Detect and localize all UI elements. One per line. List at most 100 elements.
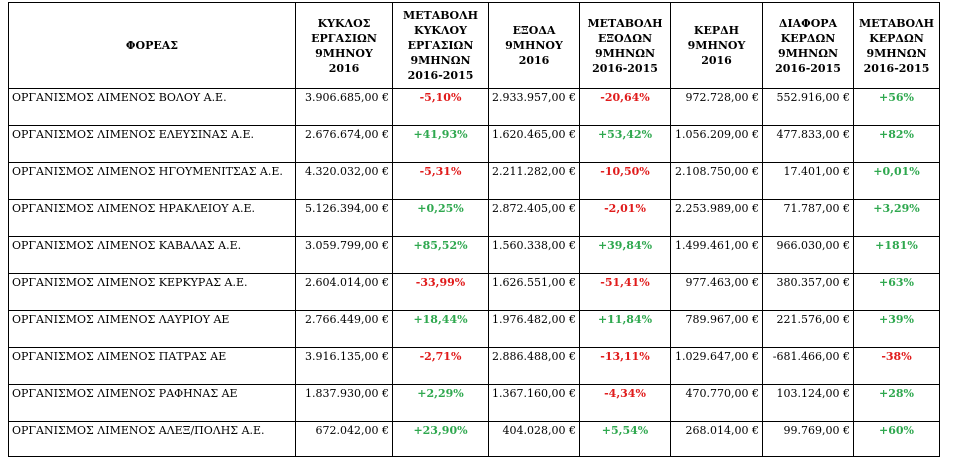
table-row: ΟΡΓΑΝΙΣΜΟΣ ΛΙΜΕΝΟΣ ΑΛΕΞ/ΠΟΛΗΣ Α.Ε. 672.04… (8, 421, 940, 457)
expenses-cell: 2.211.282,00 € (488, 162, 580, 200)
profit-cell: 268.014,00 € (670, 421, 763, 457)
profit-diff-cell: 99.769,00 € (762, 421, 854, 457)
profit-change-cell: +39% (853, 310, 940, 348)
turnover-change-cell: +23,90% (392, 421, 489, 457)
profit-cell: 789.967,00 € (670, 310, 763, 348)
profit-cell: 977.463,00 € (670, 273, 763, 311)
profit-diff-cell: 221.576,00 € (762, 310, 854, 348)
profit-change-cell: +181% (853, 236, 940, 274)
profit-diff-cell: 380.357,00 € (762, 273, 854, 311)
profit-cell: 2.253.989,00 € (670, 199, 763, 237)
profit-change-cell: +28% (853, 384, 940, 422)
table-container: ΦΟΡΕΑΣ ΚΥΚΛΟΣ ΕΡΓΑΣΙΩΝ 9ΜΗΝΟΥ 2016 ΜΕΤΑΒ… (8, 2, 940, 457)
profit-diff-cell: 71.787,00 € (762, 199, 854, 237)
entity-name-cell: ΟΡΓΑΝΙΣΜΟΣ ΛΙΜΕΝΟΣ ΠΑΤΡΑΣ ΑΕ (8, 347, 296, 385)
profit-cell: 1.499.461,00 € (670, 236, 763, 274)
expenses-cell: 1.367.160,00 € (488, 384, 580, 422)
profit-diff-cell: 552.916,00 € (762, 88, 854, 126)
table-row: ΟΡΓΑΝΙΣΜΟΣ ΛΙΜΕΝΟΣ ΕΛΕΥΣΙΝΑΣ Α.Ε. 2.676.6… (8, 125, 940, 163)
turnover-change-cell: -33,99% (392, 273, 489, 311)
expenses-change-cell: +11,84% (579, 310, 671, 348)
profit-change-cell: +0,01% (853, 162, 940, 200)
turnover-cell: 1.837.930,00 € (295, 384, 393, 422)
profit-cell: 470.770,00 € (670, 384, 763, 422)
header-expenses-change: ΜΕΤΑΒΟΛΗ ΕΞΟΔΩΝ 9ΜΗΝΩΝ 2016-2015 (579, 2, 671, 89)
table-row: ΟΡΓΑΝΙΣΜΟΣ ΛΙΜΕΝΟΣ ΚΑΒΑΛΑΣ Α.Ε. 3.059.799… (8, 236, 940, 274)
profit-change-cell: +3,29% (853, 199, 940, 237)
turnover-change-cell: +18,44% (392, 310, 489, 348)
expenses-change-cell: -20,64% (579, 88, 671, 126)
header-profit: ΚΕΡΔΗ 9ΜΗΝΟΥ 2016 (670, 2, 763, 89)
entity-name-cell: ΟΡΓΑΝΙΣΜΟΣ ΛΙΜΕΝΟΣ ΗΓΟΥΜΕΝΙΤΣΑΣ Α.Ε. (8, 162, 296, 200)
turnover-change-cell: +2,29% (392, 384, 489, 422)
turnover-cell: 672.042,00 € (295, 421, 393, 457)
expenses-cell: 1.620.465,00 € (488, 125, 580, 163)
expenses-cell: 2.933.957,00 € (488, 88, 580, 126)
turnover-change-cell: -5,31% (392, 162, 489, 200)
profit-change-cell: +56% (853, 88, 940, 126)
expenses-cell: 404.028,00 € (488, 421, 580, 457)
profit-cell: 1.029.647,00 € (670, 347, 763, 385)
turnover-cell: 3.916.135,00 € (295, 347, 393, 385)
entity-name-cell: ΟΡΓΑΝΙΣΜΟΣ ΛΙΜΕΝΟΣ ΗΡΑΚΛΕΙΟΥ Α.Ε. (8, 199, 296, 237)
expenses-change-cell: +39,84% (579, 236, 671, 274)
expenses-change-cell: -13,11% (579, 347, 671, 385)
header-profit-diff: ΔΙΑΦΟΡΑ ΚΕΡΔΩΝ 9ΜΗΝΩΝ 2016-2015 (762, 2, 854, 89)
profit-change-cell: +60% (853, 421, 940, 457)
expenses-change-cell: +53,42% (579, 125, 671, 163)
turnover-cell: 5.126.394,00 € (295, 199, 393, 237)
expenses-cell: 2.872.405,00 € (488, 199, 580, 237)
entity-name-cell: ΟΡΓΑΝΙΣΜΟΣ ΛΙΜΕΝΟΣ ΛΑΥΡΙΟΥ ΑΕ (8, 310, 296, 348)
header-row: ΦΟΡΕΑΣ ΚΥΚΛΟΣ ΕΡΓΑΣΙΩΝ 9ΜΗΝΟΥ 2016 ΜΕΤΑΒ… (8, 2, 940, 89)
profit-cell: 972.728,00 € (670, 88, 763, 126)
entity-name-cell: ΟΡΓΑΝΙΣΜΟΣ ΛΙΜΕΝΟΣ ΚΑΒΑΛΑΣ Α.Ε. (8, 236, 296, 274)
table-row: ΟΡΓΑΝΙΣΜΟΣ ΛΙΜΕΝΟΣ ΗΓΟΥΜΕΝΙΤΣΑΣ Α.Ε. 4.32… (8, 162, 940, 200)
expenses-change-cell: -2,01% (579, 199, 671, 237)
table-row: ΟΡΓΑΝΙΣΜΟΣ ΛΙΜΕΝΟΣ ΠΑΤΡΑΣ ΑΕ 3.916.135,00… (8, 347, 940, 385)
table-row: ΟΡΓΑΝΙΣΜΟΣ ΛΙΜΕΝΟΣ ΛΑΥΡΙΟΥ ΑΕ 2.766.449,0… (8, 310, 940, 348)
ports-financials-table: ΦΟΡΕΑΣ ΚΥΚΛΟΣ ΕΡΓΑΣΙΩΝ 9ΜΗΝΟΥ 2016 ΜΕΤΑΒ… (8, 2, 940, 457)
profit-diff-cell: 477.833,00 € (762, 125, 854, 163)
entity-name-cell: ΟΡΓΑΝΙΣΜΟΣ ΛΙΜΕΝΟΣ ΚΕΡΚΥΡΑΣ Α.Ε. (8, 273, 296, 311)
turnover-change-cell: -5,10% (392, 88, 489, 126)
profit-change-cell: +63% (853, 273, 940, 311)
turnover-change-cell: -2,71% (392, 347, 489, 385)
turnover-change-cell: +0,25% (392, 199, 489, 237)
table-body: ΟΡΓΑΝΙΣΜΟΣ ΛΙΜΕΝΟΣ ΒΟΛΟΥ Α.Ε. 3.906.685,0… (8, 88, 940, 457)
turnover-cell: 3.059.799,00 € (295, 236, 393, 274)
turnover-cell: 2.766.449,00 € (295, 310, 393, 348)
expenses-change-cell: -51,41% (579, 273, 671, 311)
expenses-change-cell: -4,34% (579, 384, 671, 422)
turnover-cell: 3.906.685,00 € (295, 88, 393, 126)
entity-name-cell: ΟΡΓΑΝΙΣΜΟΣ ΛΙΜΕΝΟΣ ΕΛΕΥΣΙΝΑΣ Α.Ε. (8, 125, 296, 163)
header-turnover: ΚΥΚΛΟΣ ΕΡΓΑΣΙΩΝ 9ΜΗΝΟΥ 2016 (295, 2, 393, 89)
table-row: ΟΡΓΑΝΙΣΜΟΣ ΛΙΜΕΝΟΣ ΒΟΛΟΥ Α.Ε. 3.906.685,0… (8, 88, 940, 126)
turnover-change-cell: +41,93% (392, 125, 489, 163)
entity-name-cell: ΟΡΓΑΝΙΣΜΟΣ ΛΙΜΕΝΟΣ ΑΛΕΞ/ΠΟΛΗΣ Α.Ε. (8, 421, 296, 457)
profit-diff-cell: 103.124,00 € (762, 384, 854, 422)
profit-diff-cell: 966.030,00 € (762, 236, 854, 274)
turnover-cell: 2.604.014,00 € (295, 273, 393, 311)
expenses-cell: 1.560.338,00 € (488, 236, 580, 274)
turnover-change-cell: +85,52% (392, 236, 489, 274)
expenses-cell: 1.976.482,00 € (488, 310, 580, 348)
header-expenses: ΕΞΟΔΑ 9ΜΗΝΟΥ 2016 (488, 2, 580, 89)
profit-change-cell: -38% (853, 347, 940, 385)
entity-name-cell: ΟΡΓΑΝΙΣΜΟΣ ΛΙΜΕΝΟΣ ΒΟΛΟΥ Α.Ε. (8, 88, 296, 126)
header-entity: ΦΟΡΕΑΣ (8, 2, 296, 89)
table-row: ΟΡΓΑΝΙΣΜΟΣ ΛΙΜΕΝΟΣ ΡΑΦΗΝΑΣ ΑΕ 1.837.930,0… (8, 384, 940, 422)
table-row: ΟΡΓΑΝΙΣΜΟΣ ΛΙΜΕΝΟΣ ΗΡΑΚΛΕΙΟΥ Α.Ε. 5.126.3… (8, 199, 940, 237)
expenses-cell: 2.886.488,00 € (488, 347, 580, 385)
expenses-cell: 1.626.551,00 € (488, 273, 580, 311)
table-row: ΟΡΓΑΝΙΣΜΟΣ ΛΙΜΕΝΟΣ ΚΕΡΚΥΡΑΣ Α.Ε. 2.604.01… (8, 273, 940, 311)
profit-diff-cell: -681.466,00 € (762, 347, 854, 385)
entity-name-cell: ΟΡΓΑΝΙΣΜΟΣ ΛΙΜΕΝΟΣ ΡΑΦΗΝΑΣ ΑΕ (8, 384, 296, 422)
profit-diff-cell: 17.401,00 € (762, 162, 854, 200)
turnover-cell: 4.320.032,00 € (295, 162, 393, 200)
turnover-cell: 2.676.674,00 € (295, 125, 393, 163)
expenses-change-cell: +5,54% (579, 421, 671, 457)
profit-cell: 2.108.750,00 € (670, 162, 763, 200)
header-turnover-change: ΜΕΤΑΒΟΛΗ ΚΥΚΛΟΥ ΕΡΓΑΣΙΩΝ 9ΜΗΝΩΝ 2016-201… (392, 2, 489, 89)
expenses-change-cell: -10,50% (579, 162, 671, 200)
header-profit-change: ΜΕΤΑΒΟΛΗ ΚΕΡΔΩΝ 9ΜΗΝΩΝ 2016-2015 (853, 2, 940, 89)
